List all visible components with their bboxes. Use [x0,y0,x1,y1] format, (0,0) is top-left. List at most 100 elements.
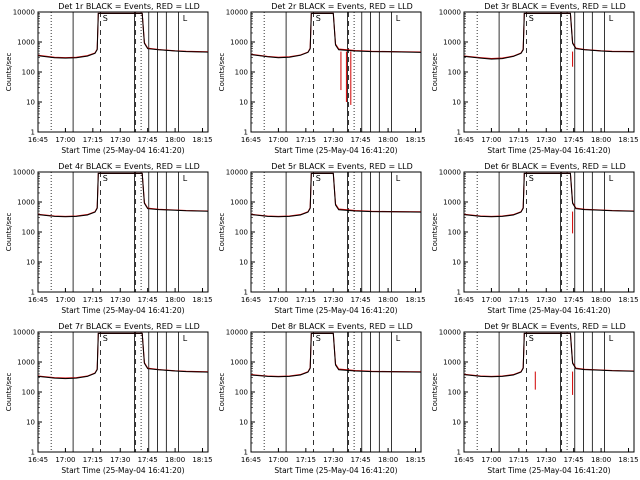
annotation-l: L [396,334,401,343]
y-tick-label: 10 [26,99,35,107]
x-tick-label: 17:00 [268,456,288,464]
y-tick-label: 10000 [439,169,461,177]
y-tick-label: 1000 [230,39,248,47]
x-tick-label: 18:00 [165,136,185,144]
y-tick-label: 1 [31,129,35,137]
y-tick-label: 10 [239,99,248,107]
plot-frame [37,11,209,133]
annotation-s: S [103,174,108,183]
annotation-l: L [396,174,401,183]
x-tick-label: 18:15 [618,136,638,144]
annotation-l: L [609,14,614,23]
y-tick-label: 1000 [17,39,35,47]
x-axis-label: Start Time (25-May-04 16:41:20) [61,146,184,155]
y-tick-label: 1000 [230,199,248,207]
series-events-line [464,172,634,218]
x-tick-label: 18:00 [165,456,185,464]
chart-panel-8: Det 8r BLACK = Events, RED = LLD Start Ti… [218,322,426,475]
annotation-s: S [316,174,321,183]
annotation-s: S [316,14,321,23]
y-tick-label: 1 [31,449,35,457]
x-tick-label: 17:30 [323,136,343,144]
x-tick-label: 17:30 [536,296,556,304]
x-tick-label: 17:00 [481,456,501,464]
x-tick-label: 17:15 [83,296,103,304]
y-tick-label: 1 [457,289,461,297]
plot-frame [463,11,635,133]
x-axis-label: Start Time (25-May-04 16:41:20) [487,146,610,155]
x-tick-label: 17:30 [110,136,130,144]
x-tick-label: 17:00 [268,296,288,304]
y-tick-label: 1 [244,449,248,457]
y-tick-label: 10000 [439,329,461,337]
x-tick-label: 17:00 [268,136,288,144]
annotation-s: S [529,334,534,343]
annotation-s: S [103,334,108,343]
x-tick-label: 17:15 [296,296,316,304]
y-tick-label: 1 [457,449,461,457]
annotation-l: L [183,14,188,23]
chart-panel-5: Det 5r BLACK = Events, RED = LLD Start Ti… [218,162,426,315]
annotation-s: S [316,334,321,343]
y-tick-label: 10 [452,99,461,107]
x-axis-label: Start Time (25-May-04 16:41:20) [274,146,397,155]
x-tick-label: 17:30 [323,296,343,304]
x-tick-label: 17:30 [536,456,556,464]
y-tick-label: 1 [244,129,248,137]
chart-panel-4: Det 4r BLACK = Events, RED = LLD Start Ti… [5,162,213,315]
series-events-line [251,332,421,378]
x-tick-label: 17:00 [55,136,75,144]
x-tick-label: 16:45 [241,456,261,464]
x-tick-label: 17:30 [323,456,343,464]
x-tick-label: 17:15 [296,456,316,464]
y-tick-label: 10 [239,419,248,427]
chart-title: Det 1r BLACK = Events, RED = LLD [58,2,200,11]
x-tick-label: 17:00 [55,456,75,464]
x-tick-label: 17:15 [83,456,103,464]
series-events-line [38,172,208,218]
annotation-l: L [609,174,614,183]
x-axis-label: Start Time (25-May-04 16:41:20) [61,466,184,475]
y-tick-label: 10000 [13,169,35,177]
chart-title: Det 4r BLACK = Events, RED = LLD [58,162,200,171]
y-tick-label: 10000 [226,169,248,177]
x-tick-label: 18:00 [378,456,398,464]
x-tick-label: 17:30 [110,456,130,464]
x-tick-label: 16:45 [241,136,261,144]
x-tick-label: 17:45 [138,296,158,304]
x-tick-label: 17:00 [481,296,501,304]
x-tick-label: 17:45 [351,456,371,464]
chart-panel-9: Det 9r BLACK = Events, RED = LLD Start Ti… [431,322,639,475]
chart-panel-2: Det 2r BLACK = Events, RED = LLD Start Ti… [218,2,426,155]
x-tick-label: 18:15 [618,296,638,304]
x-axis-label: Start Time (25-May-04 16:41:20) [274,466,397,475]
annotation-s: S [529,14,534,23]
x-tick-label: 16:45 [241,296,261,304]
x-axis-label: Start Time (25-May-04 16:41:20) [487,466,610,475]
series-events-line [251,12,421,59]
y-tick-label: 10 [26,259,35,267]
x-tick-label: 18:15 [192,456,212,464]
chart-title: Det 5r BLACK = Events, RED = LLD [271,162,413,171]
y-tick-label: 100 [22,389,35,397]
y-tick-label: 10000 [226,9,248,17]
x-tick-label: 18:00 [591,296,611,304]
x-tick-label: 16:45 [28,136,48,144]
plot-frame [463,331,635,453]
y-tick-label: 100 [22,69,35,77]
y-axis-label: Counts/sec [5,53,13,92]
series-events-line [464,332,634,378]
y-axis-label: Counts/sec [218,213,226,252]
y-tick-label: 10000 [13,329,35,337]
annotation-s: S [529,174,534,183]
y-tick-label: 1 [31,289,35,297]
series-events-line [464,12,634,60]
series-events-line [38,332,208,380]
y-tick-label: 100 [235,229,248,237]
chart-panel-1: Det 1r BLACK = Events, RED = LLD Start Ti… [5,2,213,155]
annotation-s: S [103,14,108,23]
x-tick-label: 17:45 [138,136,158,144]
y-axis-label: Counts/sec [431,53,439,92]
y-tick-label: 1000 [230,359,248,367]
chart-title: Det 9r BLACK = Events, RED = LLD [484,322,626,331]
